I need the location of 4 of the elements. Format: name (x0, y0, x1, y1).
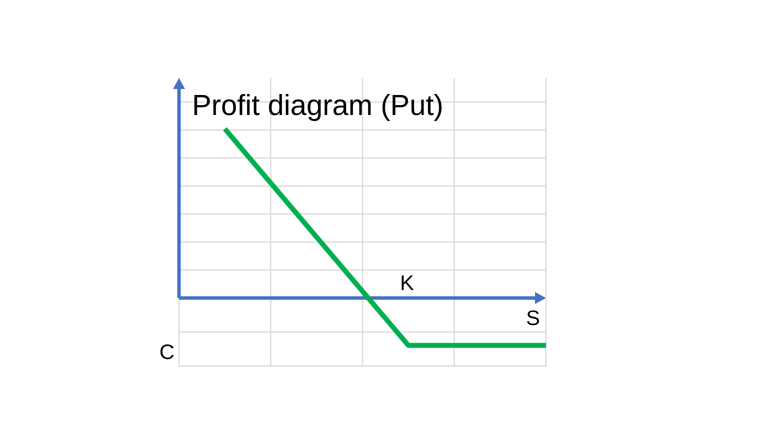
annotation: K (400, 272, 414, 295)
chart-title: Profit diagram (Put) (192, 90, 444, 122)
text: C (159, 341, 175, 364)
x-axis-title: S (526, 307, 540, 330)
